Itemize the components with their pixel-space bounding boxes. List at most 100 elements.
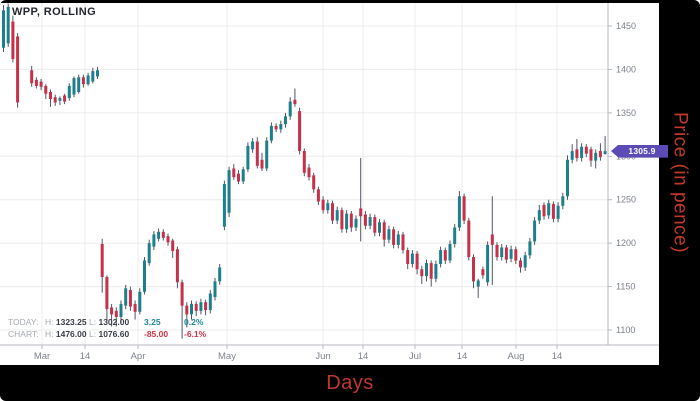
x-axis-title: Days — [326, 371, 374, 394]
candle-up — [67, 85, 71, 99]
candle-up — [335, 210, 339, 221]
today-high: H: 1323.25 — [45, 317, 87, 327]
candle-up — [265, 140, 269, 169]
candle-up — [218, 267, 222, 282]
candle-up — [523, 255, 527, 268]
candle-up — [222, 184, 226, 227]
candle-up — [251, 141, 255, 150]
candle-up — [434, 263, 438, 279]
candle-up — [284, 116, 287, 125]
candle-up — [457, 196, 461, 228]
chart-panel: 14501400135013001250120011501100Mar14Apr… — [0, 3, 659, 365]
candle-up — [486, 244, 490, 283]
candlestick-plot[interactable]: 14501400135013001250120011501100Mar14Apr… — [0, 3, 659, 365]
candle-up — [326, 203, 330, 211]
candle-up — [345, 213, 349, 230]
candle-up — [570, 151, 574, 160]
candle-down — [429, 263, 433, 279]
candle-up — [6, 6, 10, 44]
candle-up — [528, 241, 532, 256]
symbol-title: WPP, ROLLING — [12, 6, 97, 18]
candle-up — [288, 101, 292, 117]
candle-down — [171, 240, 175, 251]
x-tick-label: Jun — [315, 351, 330, 362]
candle-down — [255, 141, 259, 166]
candle-down — [551, 204, 555, 219]
candle-down — [363, 214, 367, 226]
candle-up — [594, 152, 598, 161]
chart-label: CHART: — [8, 329, 39, 339]
chart-high: H: 1476.00 — [45, 329, 87, 339]
x-tick-label: 14 — [552, 351, 563, 362]
y-tick-label: 1250 — [616, 195, 636, 205]
candle-up — [2, 10, 5, 48]
candle-up — [448, 244, 452, 261]
candle-down — [316, 189, 320, 202]
x-tick-label: Aug — [508, 351, 525, 362]
candle-down — [114, 310, 118, 317]
candle-down — [382, 222, 386, 240]
candle-down — [100, 244, 104, 278]
candle-up — [476, 280, 480, 287]
x-axis-title-strip: Days — [0, 365, 700, 401]
candle-up — [77, 77, 81, 93]
last-price-badge: 1305.9 — [611, 144, 668, 158]
candle-down — [105, 277, 109, 310]
candle-down — [490, 234, 494, 245]
candle-up — [72, 78, 76, 95]
candle-down — [495, 244, 499, 258]
candle-down — [161, 231, 165, 238]
candle-down — [194, 303, 198, 311]
candle-up — [425, 263, 428, 277]
candle-up — [147, 243, 151, 264]
candle-up — [533, 220, 537, 242]
y-axis-title: Price (in pence) — [669, 111, 691, 254]
x-tick-label: 14 — [457, 351, 468, 362]
candle-up — [152, 234, 156, 247]
x-tick-label: 14 — [80, 351, 91, 362]
candle-up — [91, 71, 95, 82]
y-tick-label: 1350 — [616, 108, 636, 118]
x-tick-label: May — [218, 351, 236, 362]
candle-down — [519, 260, 522, 268]
today-change: 3.25 — [144, 317, 161, 327]
candle-up — [143, 260, 146, 292]
candle-down — [204, 302, 208, 311]
candle-up — [96, 70, 99, 77]
candle-down — [293, 99, 297, 105]
candle-up — [547, 203, 551, 216]
chart-change: -85.00 — [144, 329, 169, 339]
candle-down — [175, 249, 179, 283]
y-tick-label: 1200 — [616, 238, 636, 248]
candle-up — [241, 169, 245, 182]
candle-down — [128, 290, 132, 307]
candle-up — [500, 247, 504, 258]
candle-down — [11, 21, 15, 60]
today-low: L: 1302.00 — [89, 317, 130, 327]
y-tick-label: 1400 — [616, 64, 636, 74]
candle-up — [378, 222, 381, 233]
candle-up — [138, 291, 142, 312]
candle-down — [373, 217, 377, 233]
candle-down — [110, 307, 114, 315]
candle-up — [269, 125, 273, 141]
candle-down — [312, 175, 316, 190]
candle-down — [185, 305, 189, 315]
candle-up — [213, 281, 217, 297]
candle-down — [260, 159, 264, 169]
candle-down — [81, 77, 85, 85]
candle-down — [307, 167, 311, 178]
candle-up — [439, 250, 443, 264]
candle-down — [415, 253, 419, 270]
candle-up — [199, 302, 203, 311]
candle-up — [354, 218, 358, 228]
candle-down — [472, 257, 475, 282]
candle-up — [556, 205, 560, 219]
candle-up — [157, 231, 161, 239]
candle-down — [30, 70, 34, 84]
candle-down — [53, 97, 57, 103]
candle-up — [190, 303, 193, 315]
candle-up — [566, 159, 569, 197]
today-change-pct: 0.2% — [184, 317, 204, 327]
